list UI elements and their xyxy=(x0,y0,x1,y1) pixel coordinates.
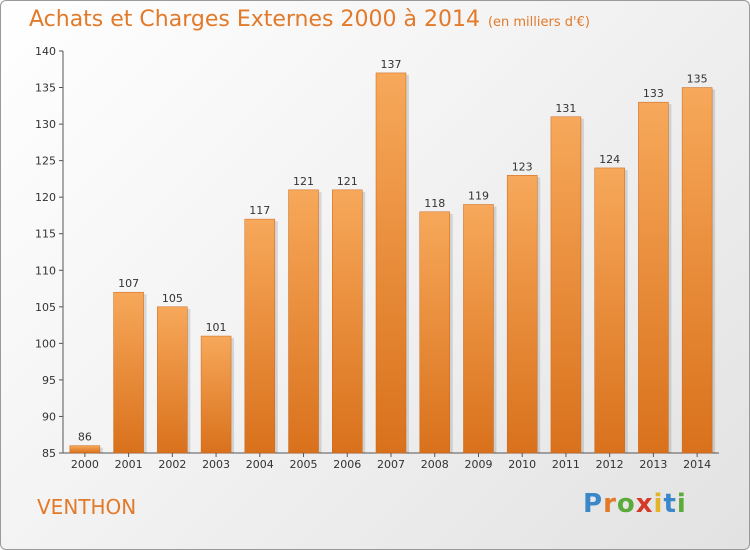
bar xyxy=(681,87,713,454)
logo-letter: i xyxy=(676,489,687,519)
x-tick-label: 2003 xyxy=(202,458,230,471)
x-tick-label: 2000 xyxy=(71,458,99,471)
data-label: 86 xyxy=(78,431,92,444)
data-label: 133 xyxy=(643,87,664,100)
chart-title: Achats et Charges Externes 2000 à 2014 (e… xyxy=(29,7,590,32)
chart-title-text: Achats et Charges Externes 2000 à 2014 xyxy=(29,7,480,32)
y-tick-label: 125 xyxy=(35,155,56,168)
bar xyxy=(332,189,363,454)
bar xyxy=(157,306,188,454)
y-tick-label: 95 xyxy=(42,374,56,387)
y-tick-label: 90 xyxy=(42,410,56,423)
x-tick-label: 2013 xyxy=(639,458,667,471)
data-label: 121 xyxy=(293,175,314,188)
y-tick-label: 120 xyxy=(35,191,56,204)
x-tick-label: 2009 xyxy=(464,458,492,471)
data-label: 118 xyxy=(424,197,445,210)
bar xyxy=(200,335,232,454)
y-tick-label: 110 xyxy=(35,264,56,277)
x-tick-label: 2010 xyxy=(508,458,536,471)
bar xyxy=(463,204,494,454)
data-label: 105 xyxy=(162,292,183,305)
y-tick-label: 85 xyxy=(42,447,56,460)
logo-letter: P xyxy=(583,489,604,519)
x-tick-label: 2008 xyxy=(421,458,449,471)
x-tick-label: 2004 xyxy=(246,458,274,471)
x-tick-label: 2006 xyxy=(333,458,361,471)
data-label: 135 xyxy=(687,73,708,86)
data-label: 124 xyxy=(599,153,620,166)
bar xyxy=(594,167,625,454)
bar xyxy=(375,72,407,454)
logo-letter: r xyxy=(603,489,617,519)
y-tick-label: 115 xyxy=(35,228,56,241)
bar xyxy=(69,445,101,454)
data-label: 131 xyxy=(555,102,576,115)
bar xyxy=(419,211,450,454)
x-tick-label: 2007 xyxy=(377,458,405,471)
bar xyxy=(506,175,538,454)
bar xyxy=(244,218,276,454)
y-tick-label: 100 xyxy=(35,337,56,350)
data-label: 123 xyxy=(512,160,533,173)
data-label: 101 xyxy=(206,321,227,334)
x-tick-label: 2001 xyxy=(115,458,143,471)
x-tick-label: 2012 xyxy=(596,458,624,471)
x-tick-label: 2014 xyxy=(683,458,711,471)
chart-unit: (en milliers d'€) xyxy=(487,15,590,30)
bar xyxy=(638,101,669,454)
proxiti-logo: Proxiti xyxy=(583,489,687,519)
logo-letter: x xyxy=(635,489,654,519)
logo-letter: t xyxy=(663,489,677,519)
logo-letter: o xyxy=(616,489,636,519)
commune-name: VENTHON xyxy=(37,495,137,519)
y-tick-label: 130 xyxy=(35,118,56,131)
bar xyxy=(113,291,144,454)
y-tick-label: 135 xyxy=(35,82,56,95)
data-label: 119 xyxy=(468,189,489,202)
y-tick-label: 140 xyxy=(35,45,56,58)
data-label: 121 xyxy=(337,175,358,188)
logo-letter: i xyxy=(653,489,664,519)
data-label: 117 xyxy=(249,204,270,217)
x-tick-label: 2002 xyxy=(158,458,186,471)
data-label: 137 xyxy=(381,58,402,71)
y-tick-label: 105 xyxy=(35,301,56,314)
x-tick-label: 2005 xyxy=(290,458,318,471)
x-tick-label: 2011 xyxy=(552,458,580,471)
bar xyxy=(550,116,582,454)
data-label: 107 xyxy=(118,277,139,290)
bar xyxy=(288,189,319,454)
